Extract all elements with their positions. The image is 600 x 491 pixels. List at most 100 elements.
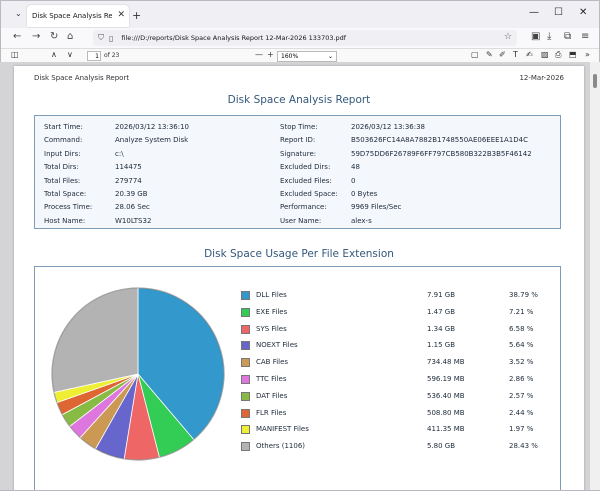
pdf-toolbar: ◫ ∧ ∨ 1 of 23 — + 160% ⌄ ▢ ✎ ✐ T ✍ ▨ ⎙ ⬒…: [1, 48, 599, 63]
legend-name: EXE Files: [256, 307, 288, 316]
info-right-label: Performance:: [280, 203, 327, 212]
highlight-icon[interactable]: ✎: [486, 50, 493, 59]
forward-icon[interactable]: →: [32, 31, 41, 42]
pocket-icon[interactable]: ▣: [531, 31, 541, 42]
info-left-value: c:\: [115, 149, 124, 158]
legend-swatch: [241, 358, 250, 368]
info-right-value: 59D75DD6F26789F6FF797CB580B322B3B5F46142: [351, 149, 532, 158]
legend-name: Others (1106): [256, 442, 306, 451]
usage-chart-title: Disk Space Usage Per File Extension: [204, 248, 394, 260]
info-left-label: Start Time:: [44, 123, 83, 131]
image-icon[interactable]: ▨: [541, 50, 549, 59]
info-right-label: User Name:: [280, 216, 322, 225]
pie-slice: [137, 287, 225, 441]
print-icon[interactable]: ⎙: [555, 50, 562, 59]
info-right-label: Excluded Space:: [280, 190, 338, 198]
info-left-value: 2026/03/12 13:36:10: [115, 123, 190, 131]
zoom-in-icon[interactable]: +: [267, 50, 274, 59]
legend-size: 1.15 GB: [427, 341, 456, 350]
legend-name: TTC Files: [256, 375, 287, 383]
zoom-out-icon[interactable]: —: [255, 50, 263, 59]
scrollbar-thumb[interactable]: [593, 74, 597, 88]
legend-size: 5.80 GB: [427, 442, 456, 451]
shield-icon[interactable]: ⛉: [98, 33, 104, 42]
downloads-icon[interactable]: ⤓: [547, 31, 552, 42]
info-right-label: Signature:: [280, 149, 317, 158]
legend-name: FLR Files: [256, 408, 287, 417]
legend-percent: 3.52 %: [509, 358, 534, 367]
zoom-select[interactable]: 160% ⌄: [277, 51, 337, 62]
legend-swatch: [241, 391, 250, 401]
signature-icon[interactable]: ✍: [526, 50, 533, 59]
sidebar-toggle-icon[interactable]: ◫: [11, 50, 19, 59]
minimize-button[interactable]: —: [529, 7, 539, 18]
legend-size: 1.47 GB: [427, 307, 456, 316]
chevron-down-icon: ⌄: [327, 53, 333, 60]
legend-size: 1.34 GB: [427, 324, 456, 333]
legend-percent: 7.21 %: [509, 307, 534, 316]
legend-swatch: [241, 442, 250, 452]
tab-list-icon[interactable]: ⌄: [15, 9, 22, 18]
legend-size: 411.35 MB: [427, 425, 465, 434]
legend-size: 7.91 GB: [427, 291, 456, 299]
reload-icon[interactable]: ↻: [50, 31, 59, 42]
pdf-viewer[interactable]: Disk Space Analysis Report 12-Mar-2026 D…: [0, 62, 598, 490]
info-right-value: 2026/03/12 13:36:38: [351, 123, 426, 131]
legend-size: 734.48 MB: [427, 358, 465, 367]
legend-swatch: [241, 375, 250, 384]
back-icon[interactable]: ←: [13, 31, 22, 42]
report-title: Disk Space Analysis Report: [227, 94, 371, 106]
legend-name: DAT Files: [256, 391, 288, 400]
more-tools-icon[interactable]: »: [585, 50, 590, 59]
maximize-button[interactable]: ☐: [554, 7, 563, 18]
info-left-value: 114475: [115, 163, 142, 172]
legend-name: SYS Files: [256, 324, 287, 333]
pdf-page: Disk Space Analysis Report 12-Mar-2026 D…: [14, 66, 584, 490]
url-bar[interactable]: ⛉ ▯ file:///D:/reports/Disk Space Analys…: [93, 30, 517, 46]
menu-icon[interactable]: ≡: [581, 31, 590, 42]
save-icon[interactable]: ⬒: [569, 50, 577, 59]
pie-slice: [51, 287, 139, 393]
pie-slice-edge: [51, 287, 139, 393]
legend-size: 508.80 MB: [427, 408, 465, 417]
info-left-label: Total Files:: [44, 176, 81, 185]
pie-chart: [51, 287, 225, 461]
legend-swatch: [241, 408, 250, 418]
url-text[interactable]: file:///D:/reports/Disk Space Analysis R…: [121, 34, 347, 42]
legend-size: 536.40 MB: [427, 391, 465, 400]
legend-name: DLL Files: [256, 291, 287, 299]
info-right-value: 0: [351, 176, 356, 185]
legend-swatch: [241, 307, 250, 317]
legend-name: MANIFEST Files: [256, 425, 309, 434]
home-icon[interactable]: ⌂: [67, 31, 74, 42]
info-right-label: Excluded Dirs:: [280, 163, 331, 172]
comment-icon[interactable]: ▢: [471, 50, 479, 59]
previous-page-icon[interactable]: ∧: [51, 50, 57, 59]
extensions-icon[interactable]: ⧉: [564, 31, 572, 42]
info-left-label: Process Time:: [44, 203, 93, 212]
legend-swatch: [241, 291, 250, 300]
zoom-value: 160%: [281, 53, 299, 60]
info-left-label: Host Name:: [44, 216, 86, 225]
legend-name: NOEXT Files: [256, 341, 298, 350]
legend-swatch: [241, 341, 250, 351]
tab-strip: ⌄ Disk Space Analysis Report - Disk S ✕ …: [1, 1, 599, 28]
tab-close-icon[interactable]: ✕: [117, 10, 125, 20]
draw-icon[interactable]: ✐: [499, 50, 506, 59]
info-left-value: Analyze System Disk: [115, 136, 189, 145]
next-page-icon[interactable]: ∨: [67, 50, 73, 59]
scrollbar[interactable]: [590, 62, 600, 490]
bookmark-star-icon[interactable]: ☆: [503, 32, 512, 42]
text-icon[interactable]: T: [513, 50, 518, 59]
info-right-value: B503626FC14A8A7882B1748550AE06EEE1A1D4C: [351, 136, 528, 145]
new-tab-button[interactable]: +: [132, 9, 142, 22]
info-left-value: W10LTS32: [115, 216, 152, 225]
info-left-label: Total Dirs:: [44, 163, 79, 172]
legend-size: 596.19 MB: [427, 375, 465, 383]
close-window-button[interactable]: ✕: [579, 7, 588, 18]
nav-bar: ← → ↻ ⌂ ⛉ ▯ file:///D:/reports/Disk Spac…: [1, 28, 599, 48]
page-number-input[interactable]: 1: [87, 51, 101, 61]
pie-slice-edge: [159, 439, 195, 458]
info-left-label: Command:: [44, 136, 83, 145]
tab-active[interactable]: Disk Space Analysis Report - Disk S ✕: [27, 5, 129, 27]
